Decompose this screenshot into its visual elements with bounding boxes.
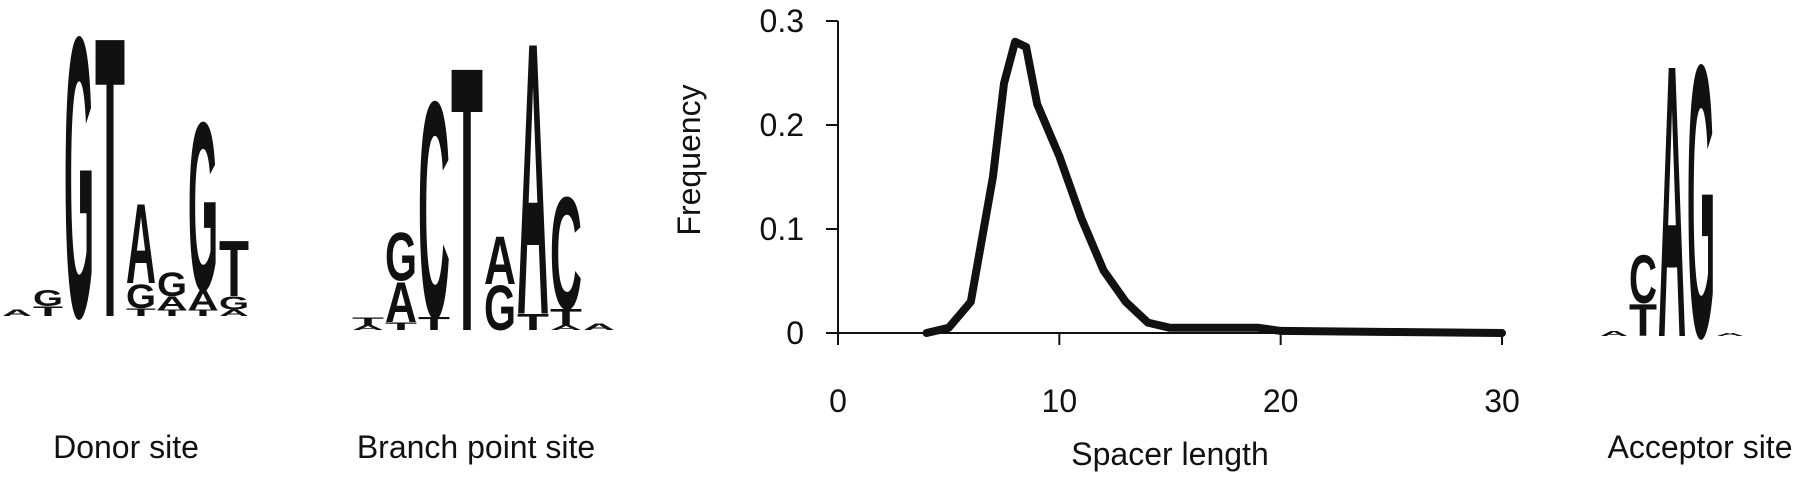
logo-letter: T — [517, 309, 549, 335]
logo-letter-group: T — [157, 308, 187, 318]
logo-letter-group: G — [484, 272, 516, 344]
logo-letter-group: A — [2, 308, 32, 318]
logo-letter: T — [385, 320, 417, 333]
logo-letter-group: A — [126, 180, 156, 308]
logo-letter-group: G — [219, 293, 249, 313]
logo-letter: C — [550, 165, 582, 344]
logo-letter: G — [64, 0, 94, 401]
logo-letter-group: T — [188, 308, 218, 318]
logo-letter: T — [188, 308, 218, 318]
logo-letter: G — [385, 219, 417, 296]
logo-letter-group: G — [126, 276, 156, 315]
logo-letter: T — [219, 225, 249, 314]
logo-letter: A — [550, 324, 582, 332]
logo-letter-group: T — [1629, 295, 1657, 346]
logo-letter-group: A — [219, 308, 249, 318]
logo-letter: A — [517, 0, 549, 397]
logo-letter: G — [157, 265, 187, 304]
logo-letter: A — [1716, 332, 1744, 337]
logo-letter: A — [188, 285, 218, 316]
y-axis-label: Frequency — [671, 84, 707, 235]
logo-letter-group: A — [385, 270, 417, 334]
logo-letter: A — [1658, 0, 1686, 420]
logo-letter: G — [484, 272, 516, 344]
logo-letter: G — [1687, 0, 1715, 420]
logo-letter-group: A — [157, 293, 187, 313]
logo-letter-group: C — [418, 37, 450, 383]
logo-label: Acceptor site — [1608, 429, 1793, 465]
logo-letter: A — [352, 324, 384, 332]
logo-letter: G — [219, 293, 249, 313]
logo-letter: T — [126, 306, 156, 319]
logo-letter: C — [418, 37, 450, 383]
x-tick-label: 20 — [1263, 383, 1299, 419]
logo-letter-group: G — [385, 219, 417, 296]
x-tick-label: 30 — [1484, 383, 1520, 419]
x-axis-label: Spacer length — [1071, 436, 1268, 472]
logo-letter-group: G — [1687, 0, 1715, 420]
logo-letter: A — [583, 322, 615, 332]
logo-letter-group: A — [352, 324, 384, 332]
logo-letter-group: T — [517, 309, 549, 335]
logo-letter: A — [484, 222, 516, 299]
logo-letter-group: A — [1658, 0, 1686, 420]
logo-label: Branch point site — [357, 429, 595, 465]
logo-letter-group: T — [385, 320, 417, 333]
y-tick-label: 0.1 — [760, 211, 804, 247]
logo-letter-group: T — [550, 305, 582, 331]
logo-letter: T — [418, 314, 450, 334]
logo-letter: T — [451, 0, 483, 411]
logo-letter-group: C — [1629, 241, 1657, 318]
logo-letter-group: G — [33, 286, 63, 312]
y-tick-label: 0 — [786, 315, 804, 351]
x-tick-label: 0 — [829, 383, 847, 419]
logo-letter-group: T — [352, 315, 384, 328]
logo-letter: G — [33, 286, 63, 312]
logo-letter: T — [157, 308, 187, 318]
y-tick-label: 0.3 — [760, 3, 804, 39]
logo-letter: A — [157, 293, 187, 313]
logo-letter-group: G — [157, 265, 187, 304]
logo-letter-group: T — [126, 306, 156, 319]
logo-letter-group: A — [517, 0, 549, 397]
logo-label: Donor site — [53, 429, 199, 465]
logo-letter: T — [95, 0, 125, 401]
logo-letter-group: A — [550, 324, 582, 332]
logo-letter-group: G — [188, 73, 218, 342]
logo-letter: T — [1629, 295, 1657, 346]
logo-letter-group: C — [550, 165, 582, 344]
logo-letter: T — [33, 304, 63, 319]
logo-letter: C — [1629, 241, 1657, 318]
logo-letter-group: T — [219, 225, 249, 314]
logo-letter: G — [188, 73, 218, 342]
logo-letter-group: T — [95, 0, 125, 401]
line — [922, 37, 1506, 337]
logo-letter-group: T — [33, 304, 63, 319]
logo-letter-group: T — [451, 0, 483, 411]
logo-letter-group: A — [1716, 332, 1744, 337]
logo-letter: G — [126, 276, 156, 315]
x-tick-label: 10 — [1042, 383, 1078, 419]
logo-letter: A — [1600, 330, 1628, 338]
logo-letter: A — [219, 308, 249, 318]
logo-letter-group: G — [64, 0, 94, 401]
logo-letter: T — [550, 305, 582, 331]
logo-letter-group: T — [418, 314, 450, 334]
logo-letter-group: A — [1600, 330, 1628, 338]
logo-letter: A — [126, 180, 156, 308]
logo-letter-group: A — [188, 285, 218, 316]
logo-letter-group: A — [583, 322, 615, 332]
logo-letter: A — [2, 308, 32, 318]
y-tick-label: 0.2 — [760, 107, 804, 143]
logo-letter: T — [352, 315, 384, 328]
logo-letter-group: A — [484, 222, 516, 299]
logo-letter: A — [385, 270, 417, 334]
